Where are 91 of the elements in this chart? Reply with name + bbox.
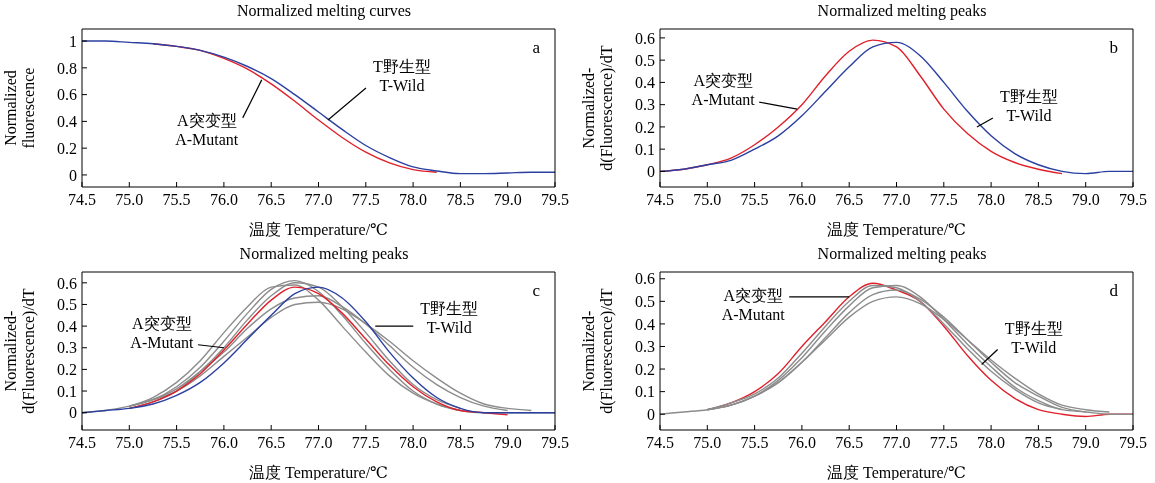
x-tick-label: 76.5 — [257, 191, 286, 209]
y-axis-title: Normalized- d(Fluorescence)/dT — [580, 45, 616, 171]
y-tick-label: 0.6 — [57, 86, 77, 104]
x-tick-label: 79.5 — [1119, 433, 1147, 451]
y-tick-label: 0.6 — [57, 274, 77, 291]
annotation: T野生型 T-Wild — [373, 58, 431, 95]
y-tick-label: 0.5 — [635, 51, 655, 69]
y-axis-title: Normalized- d(Fluorescence)/dT — [2, 287, 38, 414]
y-tick-label: 0.8 — [57, 59, 77, 77]
annotation: A突变型 A-Mutant — [130, 314, 194, 351]
y-tick-label: 0.5 — [635, 292, 655, 310]
y-tick-label: 0.2 — [57, 139, 77, 157]
x-tick-label: 77.5 — [929, 433, 958, 451]
x-tick-label: 79.5 — [1119, 191, 1147, 209]
x-tick-label: 78.0 — [399, 433, 428, 451]
chart-title: Normalized melting peaks — [816, 243, 988, 265]
x-tick-label: 75.0 — [693, 191, 722, 209]
x-tick-label: 76.5 — [257, 433, 286, 451]
y-tick-label: 0.4 — [635, 74, 655, 92]
x-tick-label: 77.0 — [304, 191, 333, 209]
x-tick-label: 75.5 — [162, 433, 191, 451]
annotation: A突变型 A-Mutant — [721, 286, 786, 323]
x-tick-label: 76.0 — [787, 433, 816, 451]
annotation: b — [1109, 38, 1118, 58]
y-tick-label: 0.1 — [57, 382, 77, 400]
x-tick-label: 74.5 — [646, 433, 674, 451]
y-axis-title: Normalized- d(Fluorescence)/dT — [580, 287, 616, 414]
y-tick-label: 0 — [647, 405, 655, 423]
x-tick-label: 78.0 — [399, 191, 428, 209]
y-tick-label: 0.4 — [57, 317, 77, 335]
x-tick-label: 78.5 — [1024, 191, 1053, 209]
chart-title: Normalized melting curves — [235, 1, 413, 22]
x-tick-label: 77.0 — [882, 191, 911, 209]
x-tick-label: 76.5 — [835, 433, 864, 451]
y-tick-label: 0.3 — [635, 337, 655, 355]
x-tick-label: 79.5 — [541, 433, 569, 451]
x-tick-label: 77.5 — [929, 191, 958, 209]
x-tick-label: 79.0 — [493, 433, 522, 451]
y-axis-title: Normalized fluorescence — [2, 67, 37, 149]
annotation: A突变型 A-Mutant — [691, 72, 756, 109]
x-tick-label: 75.5 — [740, 191, 769, 209]
x-tick-label: 78.5 — [1024, 433, 1053, 451]
x-tick-label: 76.0 — [209, 433, 238, 451]
x-tick-label: 78.5 — [446, 191, 475, 209]
annotation: T野生型 T-Wild — [1000, 87, 1058, 124]
chart-title: Normalized melting peaks — [238, 243, 410, 265]
annotation: T野生型 T-Wild — [420, 299, 479, 336]
y-tick-label: 0.6 — [635, 29, 655, 47]
y-tick-label: 0.2 — [635, 360, 655, 378]
x-tick-label: 79.0 — [1071, 191, 1100, 209]
x-tick-label: 76.0 — [209, 191, 238, 209]
x-tick-label: 75.0 — [115, 191, 144, 209]
y-tick-label: 0.6 — [635, 269, 655, 287]
x-tick-label: 76.5 — [835, 191, 864, 209]
x-tick-label: 74.5 — [68, 433, 96, 451]
x-tick-label: 75.0 — [693, 433, 722, 451]
y-tick-label: 0.3 — [57, 338, 77, 356]
x-tick-label: 75.0 — [115, 433, 144, 451]
x-tick-label: 78.5 — [446, 433, 475, 451]
x-tick-label: 78.0 — [977, 191, 1006, 209]
x-tick-label: 75.5 — [162, 191, 191, 209]
y-tick-label: 0 — [647, 163, 655, 181]
annotation: d — [1109, 280, 1118, 301]
x-tick-label: 75.5 — [740, 433, 769, 451]
y-tick-label: 0.2 — [635, 118, 655, 136]
x-tick-label: 76.0 — [787, 191, 816, 209]
x-tick-label: 78.0 — [977, 433, 1006, 451]
x-tick-label: 79.5 — [541, 191, 569, 209]
y-tick-label: 0.2 — [57, 360, 77, 378]
annotation: T野生型 T-Wild — [1004, 319, 1063, 356]
x-tick-label: 74.5 — [68, 191, 96, 209]
y-tick-label: 0.4 — [635, 315, 655, 333]
chart-title: Normalized melting peaks — [816, 1, 988, 22]
y-tick-label: 0 — [69, 166, 77, 184]
y-tick-label: 0.1 — [635, 140, 655, 158]
y-tick-label: 1 — [69, 32, 77, 50]
y-tick-label: 0.1 — [635, 382, 655, 400]
x-tick-label: 77.5 — [351, 433, 380, 451]
y-tick-label: 0 — [69, 403, 77, 421]
x-tick-label: 77.5 — [351, 191, 380, 209]
y-tick-label: 0.3 — [635, 96, 655, 114]
x-tick-label: 77.0 — [304, 433, 333, 451]
annotation: a — [532, 38, 540, 58]
x-tick-label: 77.0 — [882, 433, 911, 451]
x-tick-label: 79.0 — [493, 191, 522, 209]
x-tick-label: 79.0 — [1071, 433, 1100, 451]
x-tick-label: 74.5 — [646, 191, 674, 209]
y-tick-label: 0.4 — [57, 113, 77, 131]
annotation: A突变型 A-Mutant — [175, 111, 239, 148]
y-tick-label: 0.5 — [57, 295, 77, 313]
annotation: c — [532, 280, 540, 301]
